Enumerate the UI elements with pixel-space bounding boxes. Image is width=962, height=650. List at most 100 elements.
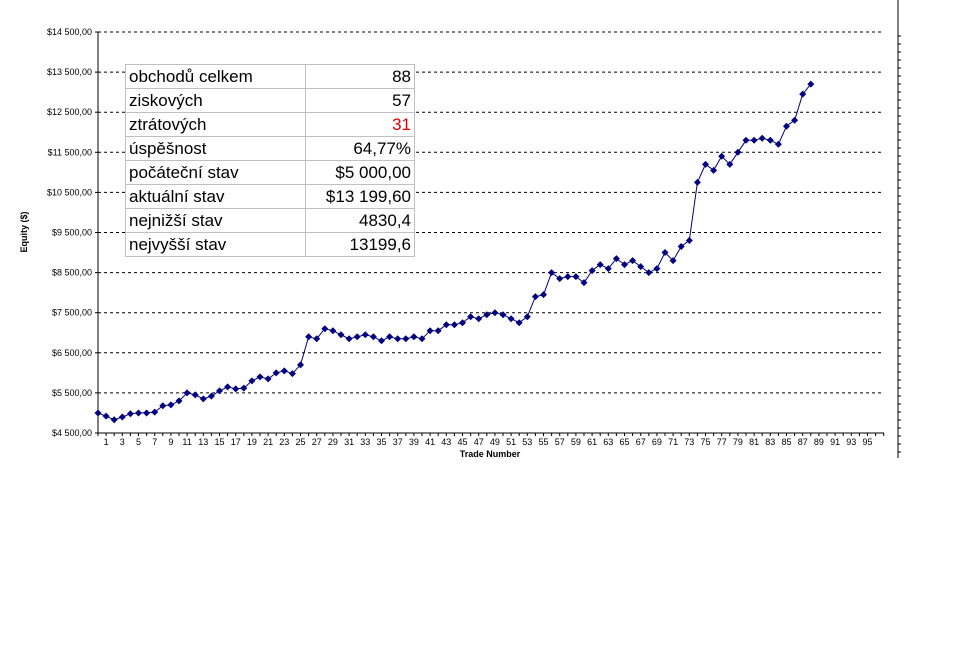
- x-tick-label: 37: [393, 437, 403, 447]
- x-tick-label: 51: [506, 437, 516, 447]
- data-point: [702, 160, 709, 168]
- data-point: [718, 152, 726, 160]
- data-point: [378, 337, 385, 345]
- x-tick-label: 25: [295, 437, 305, 447]
- data-point: [621, 261, 628, 269]
- data-point: [280, 367, 288, 375]
- stats-row: úspěšnost 64,77%: [125, 136, 415, 161]
- x-tick-label: 41: [425, 437, 435, 447]
- stats-label: aktuální stav: [125, 184, 306, 209]
- data-point: [102, 412, 110, 420]
- data-point: [313, 335, 321, 343]
- data-point: [159, 402, 167, 410]
- data-point: [572, 273, 580, 281]
- x-tick-label: 67: [636, 437, 646, 447]
- data-point: [742, 136, 750, 144]
- data-point: [272, 369, 280, 377]
- stats-label: ztrátových: [125, 112, 306, 137]
- x-tick-label: 79: [733, 437, 743, 447]
- data-point: [564, 273, 572, 281]
- x-tick-label: 15: [214, 437, 224, 447]
- data-point: [361, 331, 369, 339]
- y-tick-label: $9 500,00: [52, 228, 92, 238]
- equity-series: [94, 80, 815, 424]
- x-tick-label: 7: [152, 437, 157, 447]
- stats-table: obchodů celkem 88 ziskových 57 ztrátových 31 ú…: [125, 64, 415, 257]
- data-point: [531, 293, 539, 301]
- data-point: [167, 401, 175, 409]
- x-tick-label: 59: [571, 437, 581, 447]
- x-tick-label: 81: [749, 437, 759, 447]
- data-point: [596, 261, 604, 269]
- data-point: [774, 140, 782, 148]
- data-point: [499, 311, 507, 319]
- data-point: [588, 267, 596, 275]
- data-point: [645, 269, 653, 277]
- y-tick-label: $12 500,00: [47, 107, 92, 117]
- stats-row: počáteční stav $5 000,00: [125, 160, 415, 185]
- stats-value: $5 000,00: [305, 160, 415, 185]
- x-tick-label: 19: [247, 437, 257, 447]
- x-tick-label: 83: [765, 437, 775, 447]
- x-tick-label: 87: [798, 437, 808, 447]
- data-point: [450, 321, 458, 329]
- data-point: [669, 257, 677, 265]
- y-tick-label: $11 500,00: [48, 147, 92, 157]
- data-point: [467, 313, 475, 321]
- y-tick-label: $13 500,00: [47, 67, 92, 77]
- stats-row: ztrátových 31: [125, 112, 415, 137]
- data-point: [418, 335, 426, 343]
- data-point: [799, 90, 807, 98]
- data-point: [515, 319, 523, 327]
- y-tick-label: $8 500,00: [52, 268, 92, 278]
- data-point: [151, 408, 159, 416]
- data-point: [369, 333, 377, 341]
- data-point: [693, 178, 701, 186]
- stats-value: $13 199,60: [305, 184, 415, 209]
- stats-label: úspěšnost: [125, 136, 306, 161]
- x-tick-label: 47: [474, 437, 484, 447]
- data-point: [540, 291, 547, 299]
- gridlines: [98, 31, 884, 394]
- data-point: [580, 279, 588, 287]
- data-point: [345, 335, 353, 343]
- stats-row: obchodů celkem 88: [125, 64, 415, 89]
- data-point: [143, 409, 151, 417]
- stats-label: ziskových: [125, 88, 306, 113]
- x-tick-label: 69: [652, 437, 662, 447]
- data-point: [386, 333, 394, 341]
- data-point: [410, 333, 418, 341]
- data-point: [612, 255, 620, 263]
- data-point: [475, 315, 483, 323]
- data-point: [637, 263, 645, 271]
- data-point: [183, 389, 191, 397]
- data-point: [110, 416, 118, 424]
- x-tick-label: 5: [136, 437, 141, 447]
- data-point: [459, 319, 466, 327]
- y-tick-label: $6 500,00: [52, 348, 92, 358]
- y-tick-label: $5 500,00: [52, 388, 92, 398]
- data-point: [661, 249, 669, 257]
- x-tick-label: 43: [441, 437, 451, 447]
- x-tick-label: 53: [522, 437, 532, 447]
- stats-row: nejnižší stav 4830,4: [125, 208, 415, 233]
- x-tick-label: 3: [120, 437, 125, 447]
- data-point: [264, 375, 272, 383]
- data-point: [337, 331, 345, 339]
- x-tick-label: 9: [168, 437, 173, 447]
- data-point: [135, 409, 142, 417]
- data-point: [329, 327, 337, 335]
- data-point: [766, 136, 774, 144]
- data-point: [710, 166, 718, 174]
- data-point: [685, 237, 693, 245]
- data-point: [750, 136, 758, 144]
- y-tick-label: $4 500,00: [52, 428, 92, 438]
- data-point: [629, 257, 637, 265]
- x-tick-label: 65: [619, 437, 629, 447]
- data-point: [353, 333, 361, 341]
- stats-label: počáteční stav: [125, 160, 306, 185]
- y-axis-ticks: $4 500,00 $5 500,00 $6 500,00 $7 500,00 $8 5…: [47, 27, 901, 453]
- data-point: [224, 383, 232, 391]
- x-tick-label: 21: [263, 437, 273, 447]
- x-tick-label: 17: [231, 437, 241, 447]
